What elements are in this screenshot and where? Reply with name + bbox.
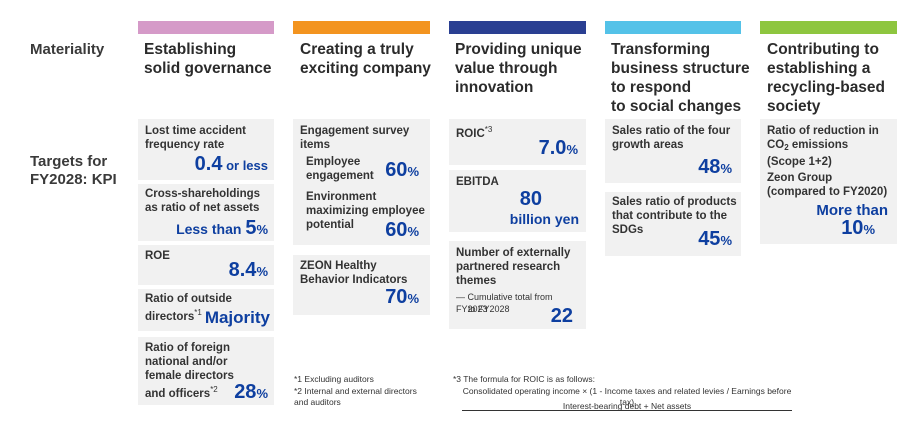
kpi-card-roe: ROE 8.4% (138, 245, 274, 285)
footnote-1: *1 Excluding auditors (294, 374, 374, 384)
footnote-marker: *3 (484, 125, 493, 134)
kpi-card-ebitda: EBITDA 80 billion yen (449, 170, 586, 232)
heading-transform: Transforming business structure to respo… (611, 41, 750, 115)
kpi-label: ROIC*3 (456, 125, 493, 140)
kpi-label: EBITDA (456, 176, 499, 188)
kpi-value-prefix: More than (816, 202, 888, 219)
footnote-marker: *1 (194, 308, 202, 317)
kpi-sublabel-environment: Environment maximizing employee potentia… (306, 191, 425, 231)
kpi-card-co2-reduction: Ratio of reduction in CO2 emissions (Sco… (760, 119, 897, 244)
kpi-card-growth-areas: Sales ratio of the four growth areas 48% (605, 119, 741, 183)
exciting-company-color-bar (293, 21, 430, 34)
kpi-sublabel-employee-engagement: Employee engagement (306, 156, 374, 182)
kpi-value: 60% (385, 159, 419, 181)
kpi-value: 0.4 or less (194, 153, 268, 175)
heading-exciting-company: Creating a truly exciting company (300, 41, 431, 77)
kpi-label: Number of externally partnered research … (456, 247, 571, 287)
roic-formula-numerator: Consolidated operating income × (1 - Inc… (462, 386, 792, 411)
kpi-card-engagement-survey: Engagement survey items Employee engagem… (293, 119, 430, 245)
kpi-label: Lost time accident frequency rate (145, 125, 246, 151)
footnote-marker: *2 (210, 385, 218, 394)
targets-label-line2: FY2028: KPI (30, 171, 117, 188)
heading-recycling: Contributing to establishing a recycling… (767, 41, 886, 115)
kpi-value: 45% (698, 228, 732, 250)
kpi-value: 28% (234, 381, 268, 403)
kpi-card-cross-shareholdings: Cross-shareholdings as ratio of net asse… (138, 184, 274, 241)
kpi-sub-note-1: — Cumulative total from FY2023 (456, 292, 553, 314)
kpi-label: Ratio of foreign national and/or female … (145, 342, 234, 400)
targets-label-line1: Targets for (30, 153, 108, 170)
kpi-label: Ratio of outside directors*1 (145, 293, 232, 323)
kpi-value: 7.0% (538, 137, 578, 159)
transform-color-bar (605, 21, 741, 34)
kpi-card-roic: ROIC*3 7.0% (449, 119, 586, 165)
heading-innovation: Providing unique value through innovatio… (455, 41, 582, 96)
kpi-card-lost-time: Lost time accident frequency rate 0.4 or… (138, 119, 274, 180)
kpi-sublabel-zeon-group: Zeon Group (compared to FY2020) (767, 172, 888, 198)
kpi-label: ROE (145, 250, 170, 262)
kpi-value: 80 (519, 188, 542, 210)
kpi-label: Cross-shareholdings as ratio of net asse… (145, 188, 261, 214)
kpi-value: 10% (841, 217, 875, 239)
kpi-unit: billion yen (509, 211, 579, 227)
kpi-value: 22 (550, 305, 573, 327)
materiality-label: Materiality (30, 41, 105, 58)
kpi-card-sdgs: Sales ratio of products that contribute … (605, 192, 741, 256)
innovation-color-bar (449, 21, 586, 34)
roic-formula-denominator: Interest-bearing debt + Net assets (562, 401, 692, 411)
kpi-label: Sales ratio of products that contribute … (612, 196, 737, 236)
kpi-value: 48% (698, 156, 732, 178)
kpi-label: Ratio of reduction in CO2 emissions (Sco… (767, 125, 879, 168)
kpi-label: ZEON Healthy Behavior Indicators (300, 260, 408, 286)
footnote-3: *3 The formula for ROIC is as follows: (453, 374, 596, 384)
kpi-value: Majority (204, 308, 270, 327)
kpi-label: Engagement survey items (300, 125, 410, 151)
footnote-2: *2 Internal and external directors and a… (294, 386, 417, 407)
kpi-card-research-themes: Number of externally partnered research … (449, 241, 586, 329)
kpi-value: Less than 5% (176, 217, 268, 239)
kpi-value: 8.4% (228, 259, 268, 281)
heading-governance: Establishing solid governance (144, 41, 272, 77)
kpi-card-healthy-behavior: ZEON Healthy Behavior Indicators 70% (293, 255, 430, 315)
kpi-sub-note-2: to FY2028 (468, 304, 510, 314)
kpi-card-outside-directors: Ratio of outside directors*1 Majority (138, 289, 274, 331)
kpi-value: 70% (385, 286, 419, 308)
kpi-label: Sales ratio of the four growth areas (612, 125, 731, 151)
kpi-value: 60% (385, 219, 419, 241)
governance-color-bar (138, 21, 274, 34)
recycling-color-bar (760, 21, 897, 34)
kpi-card-female-directors: Ratio of foreign national and/or female … (138, 337, 274, 405)
